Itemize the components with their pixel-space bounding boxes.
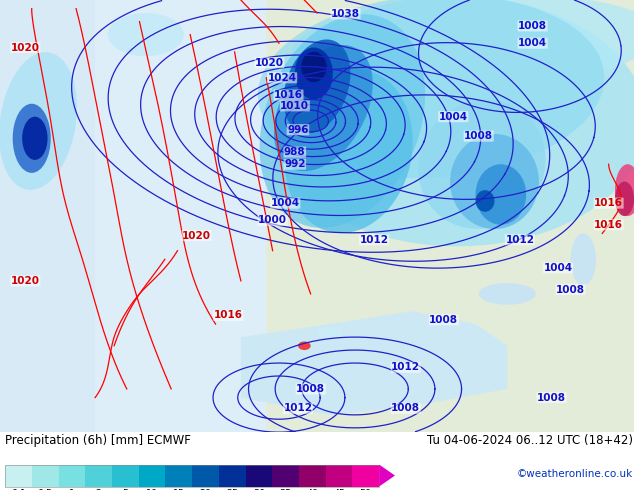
- Text: 1016: 1016: [594, 220, 623, 230]
- Text: 50: 50: [359, 489, 372, 490]
- Ellipse shape: [301, 52, 327, 82]
- Ellipse shape: [450, 134, 539, 229]
- Polygon shape: [241, 311, 507, 415]
- Text: 1020: 1020: [11, 276, 40, 286]
- Text: 1012: 1012: [283, 403, 313, 414]
- Ellipse shape: [295, 48, 333, 99]
- Text: 35: 35: [280, 489, 292, 490]
- Bar: [139, 465, 165, 487]
- Text: 1016: 1016: [594, 198, 623, 208]
- Text: 1010: 1010: [280, 101, 309, 111]
- Text: 1012: 1012: [391, 362, 420, 372]
- Bar: [353, 465, 379, 487]
- Text: 1008: 1008: [556, 285, 585, 294]
- Bar: [58, 465, 85, 487]
- Ellipse shape: [476, 190, 495, 212]
- Bar: [32, 465, 58, 487]
- Ellipse shape: [615, 181, 634, 216]
- Ellipse shape: [615, 164, 634, 216]
- Text: 1012: 1012: [505, 235, 534, 245]
- Ellipse shape: [292, 0, 634, 92]
- Text: 988: 988: [284, 147, 306, 157]
- Text: 1004: 1004: [518, 38, 547, 48]
- Text: 1008: 1008: [518, 21, 547, 31]
- Text: 1012: 1012: [359, 235, 389, 245]
- Bar: [326, 465, 353, 487]
- Text: 25: 25: [226, 489, 238, 490]
- Text: 1000: 1000: [258, 216, 287, 225]
- Text: 45: 45: [333, 489, 345, 490]
- Text: 30: 30: [253, 489, 265, 490]
- Text: 1008: 1008: [464, 131, 493, 141]
- Text: 1038: 1038: [331, 9, 360, 19]
- Ellipse shape: [283, 40, 351, 133]
- Ellipse shape: [13, 104, 51, 173]
- Text: 992: 992: [284, 159, 306, 169]
- Text: 1024: 1024: [268, 73, 297, 83]
- Text: 5: 5: [122, 489, 128, 490]
- Bar: [5, 465, 379, 487]
- Bar: [245, 465, 272, 487]
- Text: 15: 15: [172, 489, 184, 490]
- Ellipse shape: [274, 45, 373, 171]
- Text: ©weatheronline.co.uk: ©weatheronline.co.uk: [517, 469, 633, 479]
- Text: 10: 10: [146, 489, 158, 490]
- Ellipse shape: [298, 342, 311, 350]
- Text: 40: 40: [306, 489, 318, 490]
- Text: 1020: 1020: [255, 58, 284, 68]
- Bar: [192, 465, 219, 487]
- Bar: [85, 465, 112, 487]
- Bar: [112, 465, 139, 487]
- Text: 1008: 1008: [537, 392, 566, 403]
- Ellipse shape: [479, 283, 536, 305]
- Bar: [165, 465, 192, 487]
- Ellipse shape: [285, 70, 413, 233]
- Text: 1004: 1004: [543, 263, 573, 273]
- Bar: [0, 0, 266, 432]
- Text: Tu 04-06-2024 06..12 UTC (18+42): Tu 04-06-2024 06..12 UTC (18+42): [427, 435, 633, 447]
- Text: 1016: 1016: [214, 311, 243, 320]
- Bar: [219, 465, 245, 487]
- Text: 996: 996: [287, 124, 309, 135]
- Text: 1020: 1020: [11, 43, 40, 52]
- Bar: [272, 465, 299, 487]
- Text: 0.5: 0.5: [37, 489, 53, 490]
- Polygon shape: [379, 465, 395, 487]
- Text: 1004: 1004: [271, 198, 300, 208]
- Text: 20: 20: [200, 489, 212, 490]
- Ellipse shape: [259, 14, 425, 228]
- Text: 1: 1: [69, 489, 75, 490]
- Text: 1008: 1008: [429, 315, 458, 325]
- Bar: [299, 465, 326, 487]
- Text: 2: 2: [96, 489, 101, 490]
- Ellipse shape: [0, 52, 77, 190]
- Ellipse shape: [571, 233, 596, 285]
- Ellipse shape: [317, 326, 342, 339]
- Text: 1020: 1020: [182, 230, 211, 241]
- Text: 1008: 1008: [391, 403, 420, 414]
- Ellipse shape: [476, 164, 526, 225]
- Ellipse shape: [266, 0, 634, 246]
- Ellipse shape: [22, 117, 48, 160]
- Text: 1004: 1004: [439, 112, 468, 122]
- Text: Precipitation (6h) [mm] ECMWF: Precipitation (6h) [mm] ECMWF: [5, 435, 191, 447]
- Ellipse shape: [108, 13, 184, 56]
- Text: 0.1: 0.1: [11, 489, 26, 490]
- Ellipse shape: [258, 0, 604, 178]
- Text: 1008: 1008: [296, 384, 325, 394]
- Bar: [0, 0, 95, 432]
- Bar: [5, 465, 32, 487]
- Ellipse shape: [418, 99, 545, 229]
- Text: 1016: 1016: [274, 90, 303, 100]
